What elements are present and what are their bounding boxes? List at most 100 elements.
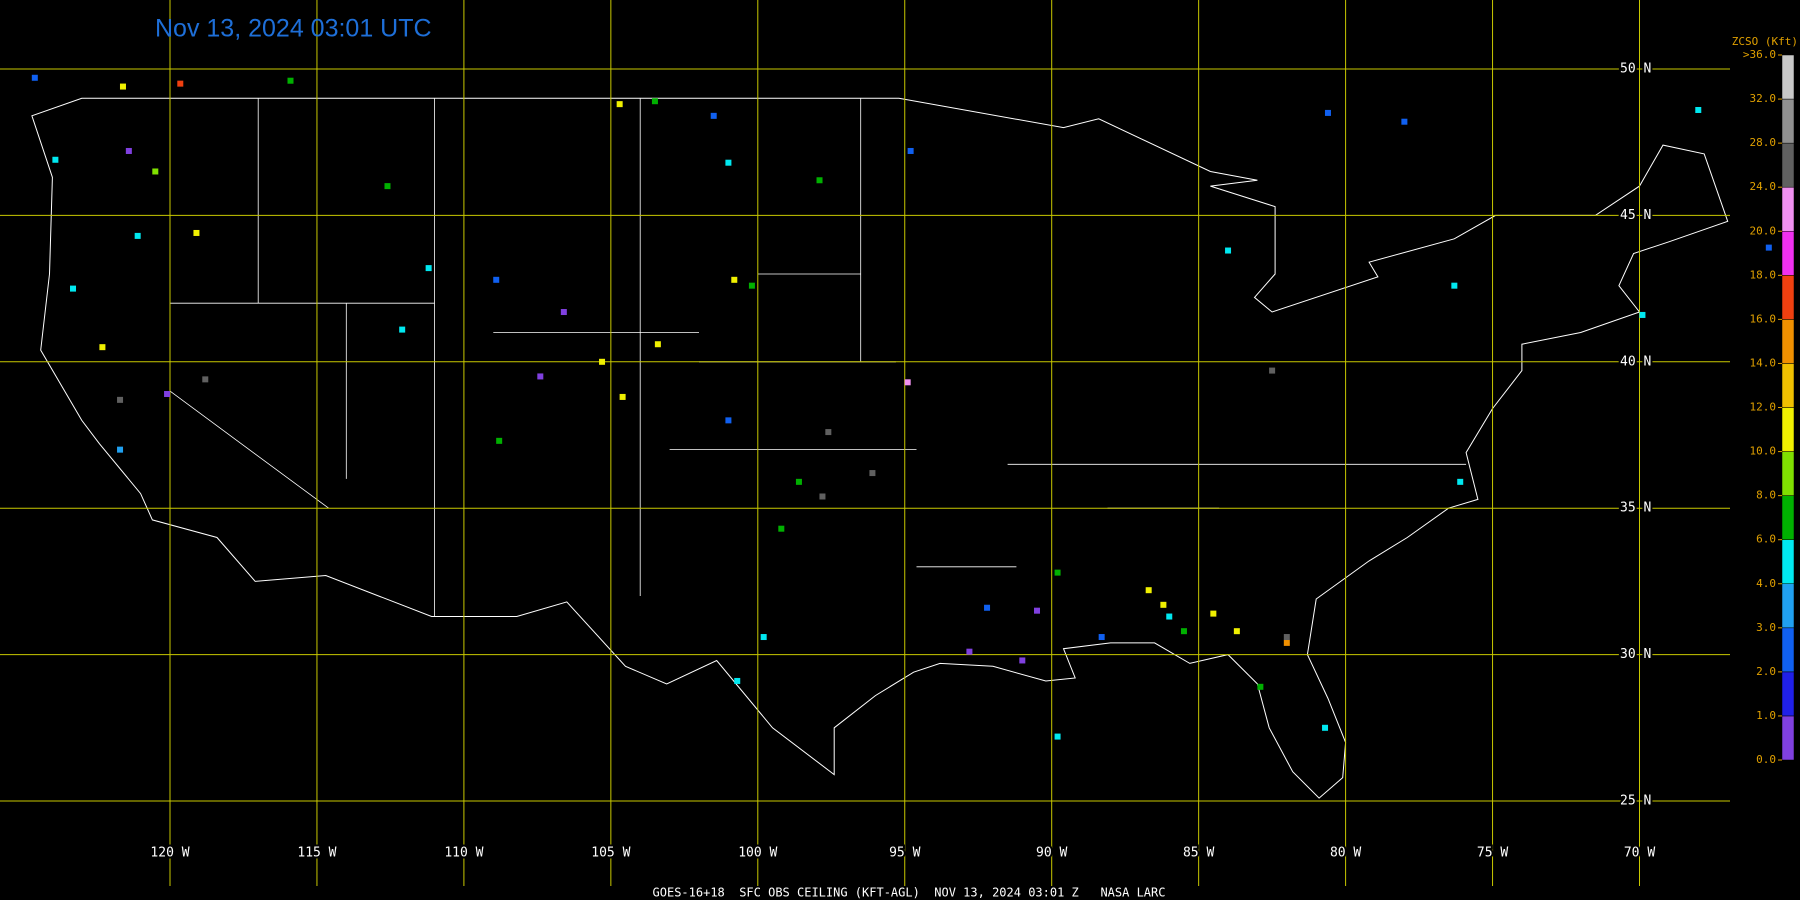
footer: GOES-16+18 SFC OBS CEILING (KFT-AGL) NOV…	[653, 886, 1166, 900]
colorbar-cell	[1781, 627, 1795, 673]
colorbar-label: 32.0	[1750, 92, 1777, 105]
station-obs	[816, 177, 823, 184]
lat-label: 35 N	[1620, 501, 1651, 516]
colorbar-cell	[1781, 407, 1795, 452]
colorbar-label: 3.0	[1756, 621, 1776, 634]
station-obs	[651, 98, 658, 105]
station-obs	[1034, 607, 1041, 614]
station-obs	[1233, 628, 1240, 635]
station-obs	[654, 341, 661, 348]
station-obs	[907, 147, 914, 154]
station-obs	[493, 276, 500, 283]
lat-label: 25 N	[1620, 794, 1651, 809]
station-obs	[177, 80, 184, 87]
station-obs	[1145, 587, 1152, 594]
colorbar-label: 16.0	[1750, 312, 1777, 325]
lon-label: 100 W	[738, 846, 777, 861]
station-obs	[117, 446, 124, 453]
colorbar-label: 24.0	[1750, 180, 1777, 193]
colorbar-label: 4.0	[1756, 577, 1776, 590]
colorbar-cell	[1781, 319, 1795, 364]
station-obs	[599, 358, 606, 365]
colorbar-label: 14.0	[1750, 356, 1777, 369]
station-obs	[52, 156, 59, 163]
colorbar-label: 2.0	[1756, 665, 1776, 678]
station-obs	[152, 168, 159, 175]
colorbar-label: 18.0	[1750, 268, 1777, 281]
station-obs	[1054, 569, 1061, 576]
lat-label: 50 N	[1620, 62, 1651, 77]
station-obs	[134, 232, 141, 239]
lon-label: 85 W	[1183, 846, 1214, 861]
station-obs	[1283, 639, 1290, 646]
colorbar-label: 28.0	[1750, 136, 1777, 149]
station-obs	[795, 478, 802, 485]
station-obs	[384, 183, 391, 190]
lat-label: 45 N	[1620, 208, 1651, 223]
colorbar-cell	[1781, 451, 1795, 496]
station-obs	[1180, 628, 1187, 635]
station-obs	[70, 285, 77, 292]
station-obs	[1401, 118, 1408, 125]
station-obs	[1322, 724, 1329, 731]
station-obs	[1054, 733, 1061, 740]
colorbar-label: 1.0	[1756, 709, 1776, 722]
station-obs	[725, 159, 732, 166]
station-obs	[710, 112, 717, 119]
station-obs	[1695, 106, 1702, 113]
station-obs	[619, 393, 626, 400]
station-obs	[560, 309, 567, 316]
station-obs	[31, 74, 38, 81]
colorbar-label: 0.0	[1756, 753, 1776, 766]
colorbar-cell	[1781, 715, 1795, 761]
station-obs	[1225, 247, 1232, 254]
colorbar: ZCSO (Kft)>36.0 32.0 28.0 24.0 20.0 18.0 16.0 1…	[1732, 35, 1798, 766]
station-obs	[966, 648, 973, 655]
station-obs	[1269, 367, 1276, 374]
title: Nov 13, 2024 03:01 UTC	[155, 15, 432, 43]
lon-label: 110 W	[444, 846, 483, 861]
station-obs	[1457, 478, 1464, 485]
lon-label: 80 W	[1330, 846, 1361, 861]
station-obs	[904, 379, 911, 386]
colorbar-cell	[1781, 231, 1795, 276]
station-obs	[399, 326, 406, 333]
station-obs	[1324, 109, 1331, 116]
station-obs	[1166, 613, 1173, 620]
station-obs	[1019, 657, 1026, 664]
station-obs	[869, 470, 876, 477]
station-obs	[1451, 282, 1458, 289]
lon-label: 90 W	[1036, 846, 1067, 861]
colorbar-cell	[1781, 98, 1795, 144]
lat-label: 30 N	[1620, 647, 1651, 662]
station-obs	[117, 396, 124, 403]
station-obs	[1098, 634, 1105, 641]
lat-label: 40 N	[1620, 354, 1651, 369]
station-obs	[119, 83, 126, 90]
station-obs	[537, 373, 544, 380]
lon-label: 115 W	[297, 846, 336, 861]
lon-label: 105 W	[591, 846, 630, 861]
colorbar-cell	[1781, 671, 1795, 717]
colorbar-cell	[1781, 583, 1795, 629]
station-obs	[1210, 610, 1217, 617]
station-obs	[1257, 683, 1264, 690]
station-obs	[193, 229, 200, 236]
colorbar-cell	[1781, 54, 1795, 100]
colorbar-label: 6.0	[1756, 533, 1776, 546]
colorbar-title: ZCSO (Kft)	[1732, 35, 1798, 48]
colorbar-cell	[1781, 363, 1795, 408]
station-obs	[734, 677, 741, 684]
colorbar-label: 10.0	[1750, 445, 1777, 458]
station-obs	[202, 376, 209, 383]
station-obs	[1765, 244, 1772, 251]
country-outline	[31, 97, 1729, 799]
colorbar-cell	[1781, 275, 1795, 320]
stations	[31, 74, 1772, 740]
graticule: 50 N 45 N 40 N 35 N 30 N 25 N 120 W 115 W 110 W 1…	[0, 0, 1730, 886]
station-obs	[819, 493, 826, 500]
station-obs	[825, 429, 832, 436]
lon-label: 70 W	[1624, 846, 1655, 861]
